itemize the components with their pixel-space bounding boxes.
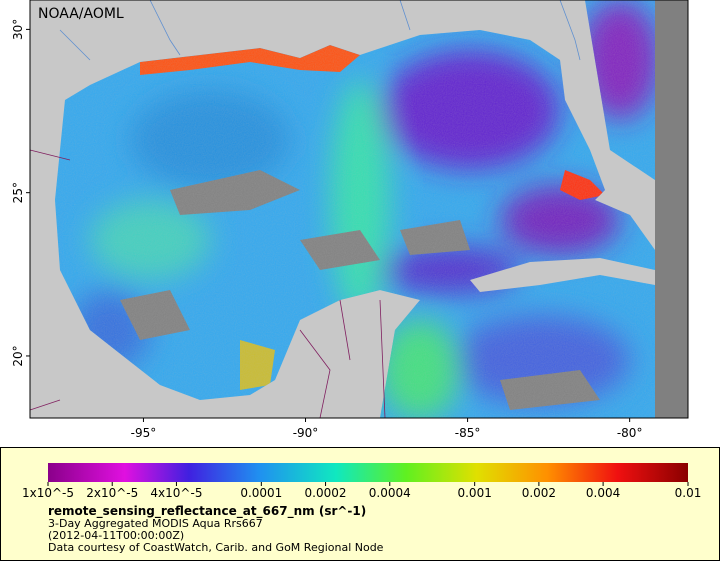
lon-label: -90°: [293, 426, 319, 440]
credit: NOAA/AOML: [38, 6, 124, 22]
lon-label: -95°: [131, 426, 157, 440]
colorbar-label: 4x10^-5: [150, 486, 202, 500]
colorbar-label: 2x10^-5: [86, 486, 138, 500]
colorbar-label: 0.002: [522, 486, 556, 500]
colorbar-label: 0.001: [457, 486, 491, 500]
lat-label: 25°: [11, 182, 25, 203]
sea-data: [55, 0, 655, 418]
lat-label: 20°: [11, 345, 25, 366]
lon-label: -80°: [617, 426, 643, 440]
colorbar-title: remote_sensing_reflectance_at_667_nm (sr…: [48, 504, 366, 519]
colorbar-label: 0.004: [586, 486, 620, 500]
lon-label: -85°: [455, 426, 481, 440]
no-data-strip: [655, 0, 688, 418]
lat-label: 30°: [11, 19, 25, 40]
map-frame: [29, 0, 689, 419]
colorbar-label: 0.0004: [369, 486, 411, 500]
source: Data courtesy of CoastWatch, Carib. and …: [48, 541, 384, 554]
colorbar: [48, 463, 688, 482]
colorbar-label: 1x10^-5: [22, 486, 74, 500]
colorbar-label: 0.0001: [240, 486, 282, 500]
subtitle: 3-Day Aggregated MODIS Aqua Rrs667: [48, 517, 263, 530]
colorbar-label: 0.01: [675, 486, 702, 500]
date: (2012-04-11T00:00:00Z): [48, 529, 184, 542]
rivers: [59, 0, 581, 61]
cuba: [470, 258, 655, 292]
colorbar-label: 0.0002: [305, 486, 347, 500]
borders: [29, 149, 386, 419]
